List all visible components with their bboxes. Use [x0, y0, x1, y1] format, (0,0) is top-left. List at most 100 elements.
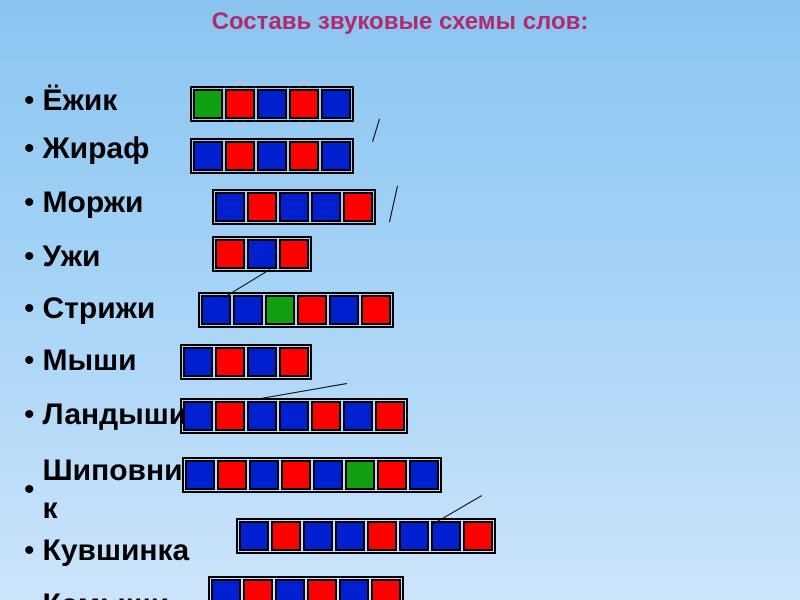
- scheme-cell: [257, 89, 287, 119]
- scheme-cell: [371, 579, 401, 600]
- scheme-cell: [215, 347, 245, 377]
- scheme-cell: [321, 89, 351, 119]
- scheme-cell: [257, 141, 287, 171]
- scheme-cell: [247, 192, 277, 222]
- sound-scheme: [212, 236, 312, 272]
- scheme-cell: [303, 521, 333, 551]
- scheme-cell: [249, 460, 279, 490]
- sound-scheme: [198, 292, 394, 328]
- scheme-cell: [225, 89, 255, 119]
- scheme-cell: [247, 347, 277, 377]
- scheme-cell: [289, 141, 319, 171]
- scheme-cell: [345, 460, 375, 490]
- scheme-cell: [279, 239, 309, 269]
- word-label: Жираф: [43, 132, 150, 166]
- scheme-cell: [311, 192, 341, 222]
- word-row: •Жираф: [24, 132, 149, 166]
- scheme-cell: [279, 192, 309, 222]
- scheme-cell: [311, 401, 341, 431]
- scheme-cell: [211, 579, 241, 600]
- scheme-cell: [321, 141, 351, 171]
- scheme-cell: [217, 460, 247, 490]
- word-label: Камыши: [43, 588, 170, 600]
- word-row: •Кувшинка: [24, 534, 189, 568]
- scheme-cell: [463, 521, 493, 551]
- word-row: •Ужи: [24, 240, 101, 274]
- word-row: •Шиповник: [24, 452, 183, 528]
- bullet-icon: •: [24, 240, 35, 274]
- scheme-cell: [215, 239, 245, 269]
- bullet-icon: •: [24, 186, 35, 220]
- page-title: Составь звуковые схемы слов:: [0, 0, 800, 44]
- scheme-cell: [271, 521, 301, 551]
- scheme-cell: [185, 460, 215, 490]
- word-row: •Моржи: [24, 186, 143, 220]
- scheme-cell: [193, 89, 223, 119]
- scheme-cell: [193, 141, 223, 171]
- scheme-cell: [307, 579, 337, 600]
- scheme-cell: [183, 401, 213, 431]
- word-label: Кувшинка: [43, 534, 190, 568]
- content-area: •Ёжик•Жираф•Моржи•Ужи•Стрижи•Мыши•Ландыш…: [0, 44, 800, 596]
- word-row: •Ёжик: [24, 84, 117, 118]
- bullet-icon: •: [24, 473, 35, 507]
- scheme-cell: [281, 460, 311, 490]
- word-label: Стрижи: [43, 292, 156, 326]
- scheme-cell: [239, 521, 269, 551]
- sound-scheme: [180, 344, 312, 380]
- word-row: • Камыши: [24, 588, 169, 600]
- scheme-cell: [339, 579, 369, 600]
- sound-scheme: [212, 189, 376, 225]
- scheme-cell: [343, 401, 373, 431]
- bullet-icon: •: [24, 534, 35, 568]
- bullet-icon: •: [24, 292, 35, 326]
- scheme-cell: [279, 401, 309, 431]
- scheme-cell: [247, 401, 277, 431]
- scheme-cell: [377, 460, 407, 490]
- connector-line: [372, 119, 380, 142]
- word-label: Шиповник: [43, 452, 183, 528]
- bullet-icon: •: [24, 398, 35, 432]
- connector-line: [389, 186, 398, 222]
- scheme-cell: [431, 521, 461, 551]
- scheme-cell: [343, 192, 373, 222]
- scheme-cell: [275, 579, 305, 600]
- scheme-cell: [367, 521, 397, 551]
- scheme-cell: [265, 295, 295, 325]
- bullet-icon: •: [24, 588, 35, 600]
- word-label: Мыши: [43, 344, 137, 378]
- scheme-cell: [313, 460, 343, 490]
- bullet-icon: •: [24, 132, 35, 166]
- scheme-cell: [375, 401, 405, 431]
- sound-scheme: [190, 86, 354, 122]
- sound-scheme: [236, 518, 496, 554]
- sound-scheme: [180, 398, 408, 434]
- scheme-cell: [243, 579, 273, 600]
- bullet-icon: •: [24, 344, 35, 378]
- scheme-cell: [215, 192, 245, 222]
- word-label: Ёжик: [43, 84, 118, 118]
- scheme-cell: [183, 347, 213, 377]
- scheme-cell: [297, 295, 327, 325]
- scheme-cell: [335, 521, 365, 551]
- scheme-cell: [361, 295, 391, 325]
- word-label: Ужи: [43, 240, 101, 274]
- bullet-icon: •: [24, 84, 35, 118]
- word-label: Ландыши: [43, 398, 188, 432]
- scheme-cell: [225, 141, 255, 171]
- scheme-cell: [399, 521, 429, 551]
- scheme-cell: [329, 295, 359, 325]
- scheme-cell: [201, 295, 231, 325]
- word-row: •Мыши: [24, 344, 137, 378]
- sound-scheme: [208, 576, 404, 600]
- scheme-cell: [409, 460, 439, 490]
- scheme-cell: [247, 239, 277, 269]
- word-row: •Стрижи: [24, 292, 155, 326]
- sound-scheme: [190, 138, 354, 174]
- scheme-cell: [279, 347, 309, 377]
- sound-scheme: [182, 457, 442, 493]
- word-row: •Ландыши: [24, 398, 187, 432]
- scheme-cell: [233, 295, 263, 325]
- scheme-cell: [289, 89, 319, 119]
- scheme-cell: [215, 401, 245, 431]
